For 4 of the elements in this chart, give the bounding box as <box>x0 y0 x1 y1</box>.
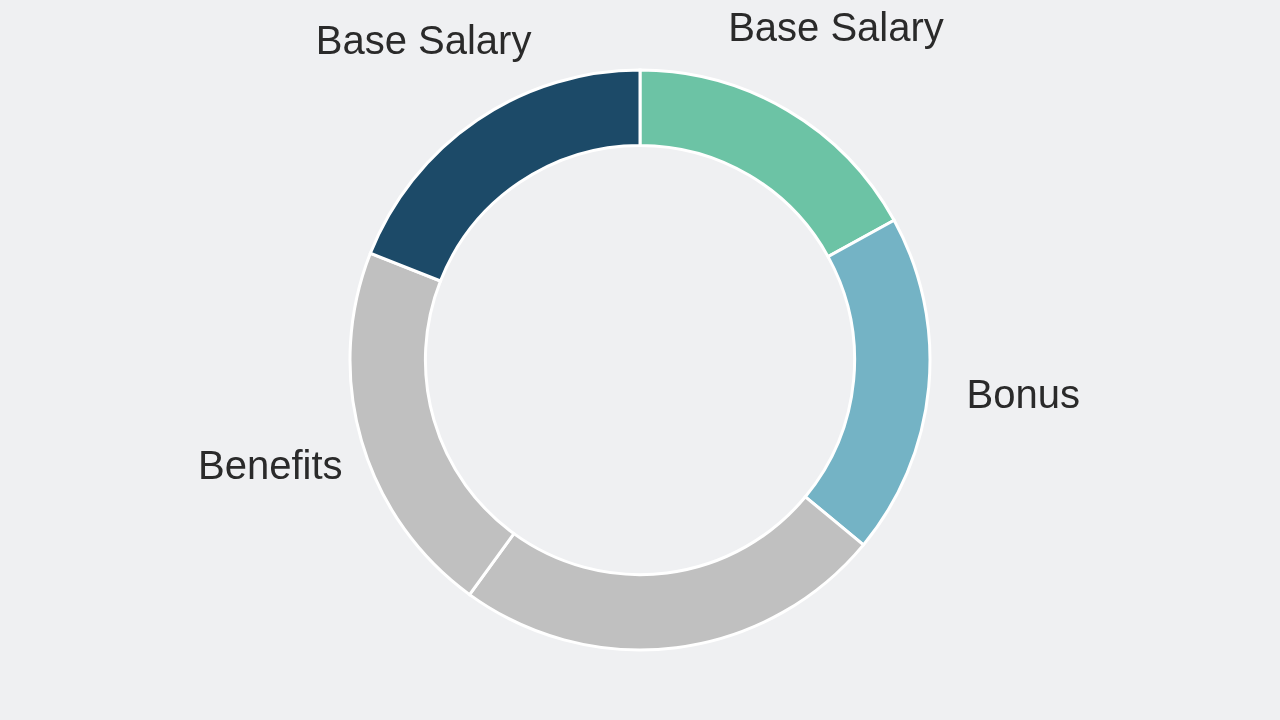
slice-label: Base Salary <box>315 17 532 62</box>
slice-label: Benefits <box>198 443 343 488</box>
slice-label: Bonus <box>966 372 1080 417</box>
slice-label: Base Salary <box>728 4 944 49</box>
